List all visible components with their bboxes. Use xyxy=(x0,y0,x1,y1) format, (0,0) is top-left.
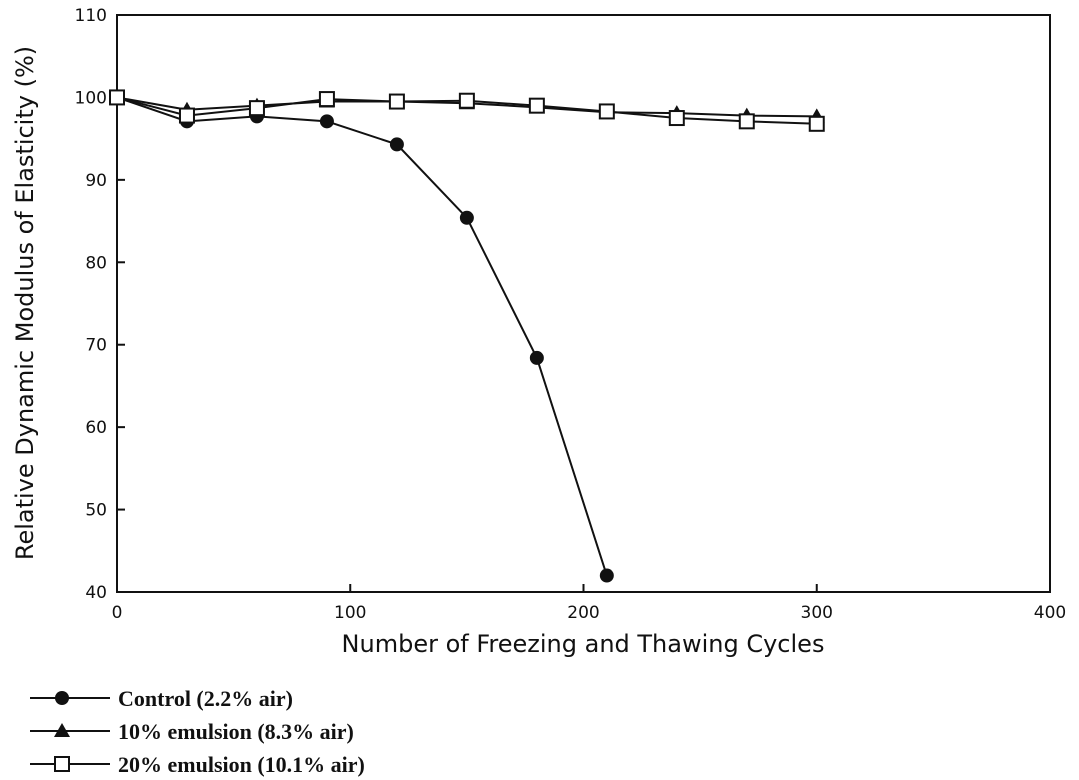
data-point xyxy=(319,114,334,129)
y-tick-label: 60 xyxy=(85,418,107,438)
legend-marker xyxy=(55,691,69,705)
legend-marker xyxy=(54,756,70,772)
data-point xyxy=(599,568,614,583)
y-tick-label: 90 xyxy=(85,171,107,191)
data-point xyxy=(529,350,544,365)
data-point xyxy=(459,210,474,225)
data-point xyxy=(248,100,265,117)
y-tick-label: 40 xyxy=(85,583,107,603)
data-point xyxy=(388,93,405,110)
y-tick-label: 50 xyxy=(85,501,107,521)
data-point xyxy=(458,92,475,109)
x-tick-label: 100 xyxy=(334,603,366,623)
data-point xyxy=(178,107,195,124)
y-axis-label: Relative Dynamic Modulus of Elasticity (… xyxy=(11,46,39,560)
x-axis-label: Number of Freezing and Thawing Cycles xyxy=(342,630,825,658)
y-tick-label: 100 xyxy=(75,88,107,108)
legend-label: 10% emulsion (8.3% air) xyxy=(118,719,354,744)
data-point xyxy=(318,91,335,108)
data-point xyxy=(668,110,685,127)
x-tick-label: 300 xyxy=(801,603,833,623)
data-point xyxy=(808,115,825,132)
y-tick-label: 70 xyxy=(85,336,107,356)
x-tick-label: 400 xyxy=(1034,603,1066,623)
legend-marker xyxy=(54,723,70,737)
y-tick-label: 110 xyxy=(75,6,107,26)
series-line xyxy=(116,96,608,576)
legend-label: 20% emulsion (10.1% air) xyxy=(118,752,365,777)
x-tick-label: 200 xyxy=(567,603,599,623)
data-point xyxy=(389,137,404,152)
x-tick-label: 0 xyxy=(112,603,123,623)
data-point xyxy=(109,89,125,106)
legend-label: Control (2.2% air) xyxy=(118,686,293,711)
data-point xyxy=(598,103,615,120)
y-tick-label: 80 xyxy=(85,253,107,273)
data-point xyxy=(738,113,755,130)
data-point xyxy=(528,97,545,114)
